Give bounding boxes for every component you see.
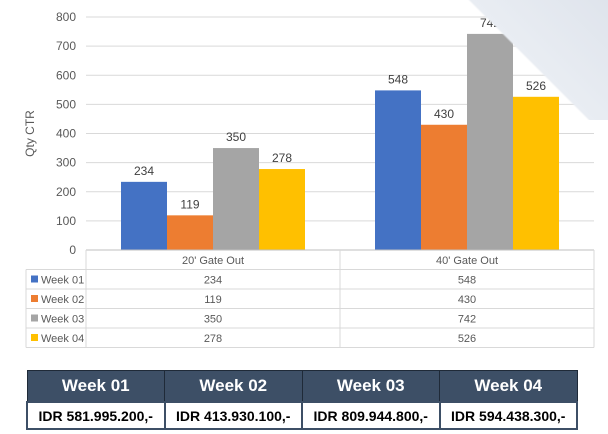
summary-header-week-01: Week 01 bbox=[26, 370, 165, 403]
y-tick-label-100: 100 bbox=[56, 214, 76, 228]
summary-value-week-02: IDR 413.930.100,- bbox=[163, 401, 303, 430]
summary-table: Week 01 Week 02 Week 03 Week 04 IDR 581.… bbox=[26, 370, 578, 430]
legend-key-week-04 bbox=[31, 334, 38, 341]
y-tick-label-300: 300 bbox=[56, 156, 76, 170]
bar-week-02-1 bbox=[167, 215, 213, 250]
data-label-week-02-2: 430 bbox=[434, 107, 454, 121]
y-tick-label-700: 700 bbox=[56, 39, 76, 53]
bar-week-04-1 bbox=[259, 169, 305, 250]
summary-header-week-03: Week 03 bbox=[301, 370, 440, 403]
summary-header-row: Week 01 Week 02 Week 03 Week 04 bbox=[26, 370, 578, 403]
table-value-week-04-1: 278 bbox=[204, 333, 222, 345]
y-tick-label-600: 600 bbox=[56, 68, 76, 82]
table-value-week-04-2: 526 bbox=[458, 333, 476, 345]
legend-key-week-01 bbox=[31, 275, 38, 283]
legend-key-week-03 bbox=[31, 314, 38, 322]
bar-chart: 0 100 200 300 400 500 600 700 800 Qty CTR 234 119 35… bbox=[23, 10, 595, 348]
table-value-week-03-2: 742 bbox=[458, 314, 476, 326]
y-axis-label: Qty CTR bbox=[23, 110, 37, 157]
data-label-week-03-2: 742 bbox=[480, 16, 500, 30]
legend-label-week-02: Week 02 bbox=[41, 294, 84, 306]
summary-header-week-02: Week 02 bbox=[164, 370, 303, 403]
bar-week-01-2 bbox=[375, 90, 421, 251]
y-tick-label-500: 500 bbox=[56, 97, 76, 111]
data-label-week-01-2: 548 bbox=[388, 72, 408, 86]
summary-value-week-01: IDR 581.995.200,- bbox=[26, 401, 166, 430]
legend-label-week-01: Week 01 bbox=[41, 275, 84, 287]
bar-week-03-1 bbox=[213, 148, 259, 250]
legend-label-week-03: Week 03 bbox=[41, 314, 84, 326]
legend-label-week-04: Week 04 bbox=[41, 333, 84, 345]
y-tick-label-200: 200 bbox=[56, 185, 76, 199]
data-label-week-04-2: 526 bbox=[526, 79, 546, 93]
table-value-week-02-2: 430 bbox=[458, 294, 476, 306]
bar-week-02-2 bbox=[421, 124, 467, 250]
data-label-week-04-1: 278 bbox=[272, 151, 292, 165]
summary-value-week-03: IDR 809.944.800,- bbox=[301, 401, 441, 430]
table-value-week-01-2: 548 bbox=[458, 275, 476, 287]
y-tick-label-0: 0 bbox=[69, 243, 76, 257]
data-label-week-03-1: 350 bbox=[226, 130, 246, 144]
category-label-1: 20' Gate Out bbox=[182, 255, 244, 267]
table-value-week-03-1: 350 bbox=[204, 314, 222, 326]
data-label-week-01-1: 234 bbox=[134, 164, 154, 178]
summary-value-week-04: IDR 594.438.300,- bbox=[438, 401, 578, 430]
summary-value-row: IDR 581.995.200,- IDR 413.930.100,- IDR … bbox=[26, 401, 578, 430]
legend-key-week-02 bbox=[31, 295, 38, 302]
data-label-week-02-1: 119 bbox=[180, 197, 199, 211]
y-tick-label-800: 800 bbox=[56, 10, 76, 24]
category-label-2: 40' Gate Out bbox=[436, 255, 498, 267]
table-value-week-02-1: 119 bbox=[204, 294, 222, 306]
table-value-week-01-1: 234 bbox=[204, 275, 222, 287]
y-tick-label-400: 400 bbox=[56, 127, 76, 141]
bar-week-03-2 bbox=[467, 33, 513, 250]
bar-week-04-2 bbox=[513, 96, 559, 251]
bar-week-01-1 bbox=[121, 181, 167, 250]
summary-header-week-04: Week 04 bbox=[439, 370, 578, 403]
